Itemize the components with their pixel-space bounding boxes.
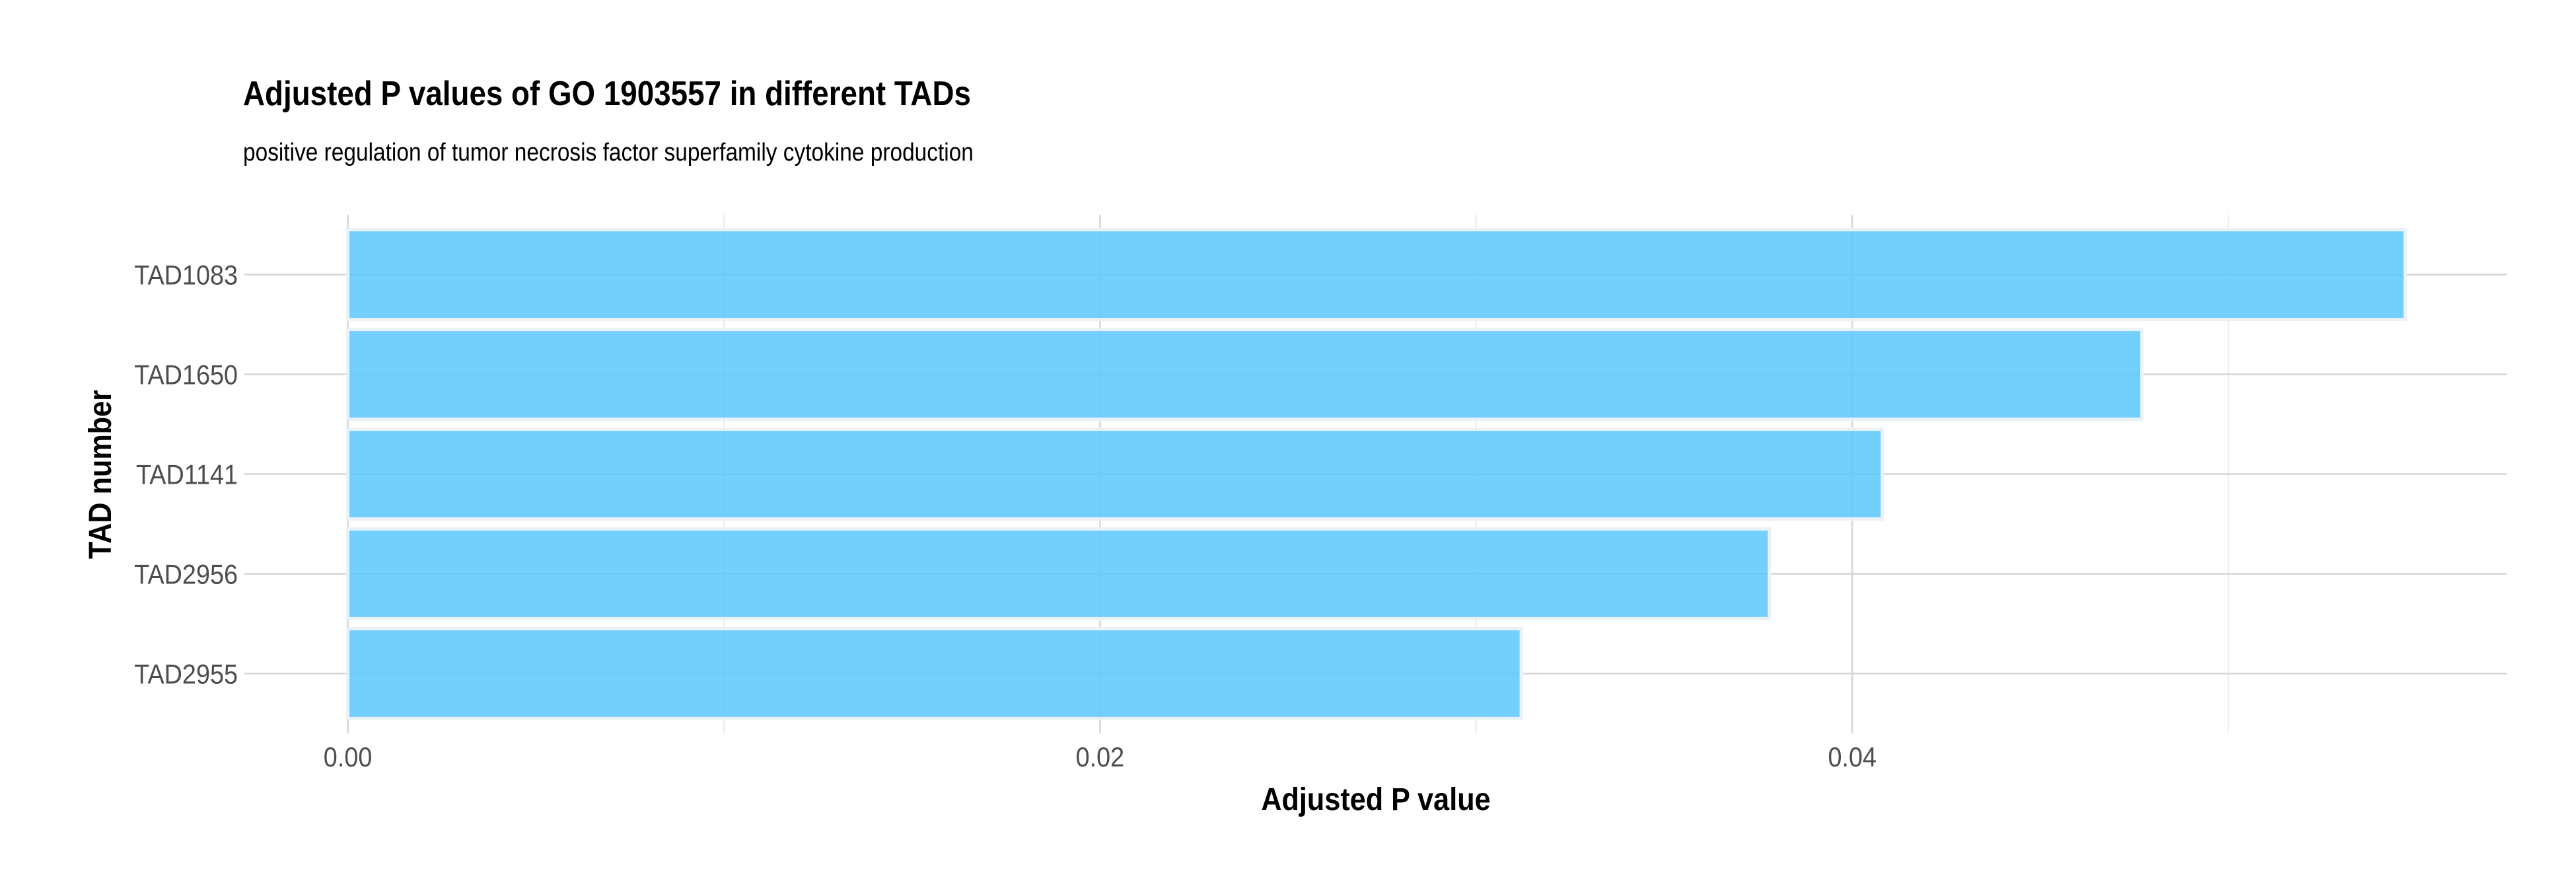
- bar-tad2956: [346, 527, 1771, 620]
- bar-tad1083: [346, 228, 2407, 322]
- bar-tad1141: [346, 427, 1884, 521]
- bar-tad2955: [346, 626, 1523, 720]
- y-tick-label: TAD1650: [134, 360, 238, 390]
- x-tick-label: 0.02: [1076, 742, 1125, 772]
- y-tick-label: TAD2955: [134, 659, 238, 690]
- tick-labels: TAD1083 TAD1650 TAD1141 TAD2956 TAD2955 0.00 0…: [134, 260, 1877, 773]
- y-tick-label: TAD1141: [136, 460, 238, 490]
- chart-title: Adjusted P values of GO 1903557 in diffe…: [243, 75, 971, 113]
- x-tick-label: 0.04: [1828, 742, 1877, 772]
- chart-subtitle: positive regulation of tumor necrosis fa…: [243, 139, 974, 167]
- y-tick-label: TAD1083: [134, 260, 238, 291]
- x-axis-title: Adjusted P value: [1261, 782, 1490, 817]
- bar-tad1650: [346, 328, 2144, 421]
- x-tick-label: 0.00: [324, 742, 373, 772]
- y-tick-label: TAD2956: [134, 560, 238, 590]
- bars: [346, 228, 2407, 720]
- y-axis-title: TAD number: [83, 390, 118, 559]
